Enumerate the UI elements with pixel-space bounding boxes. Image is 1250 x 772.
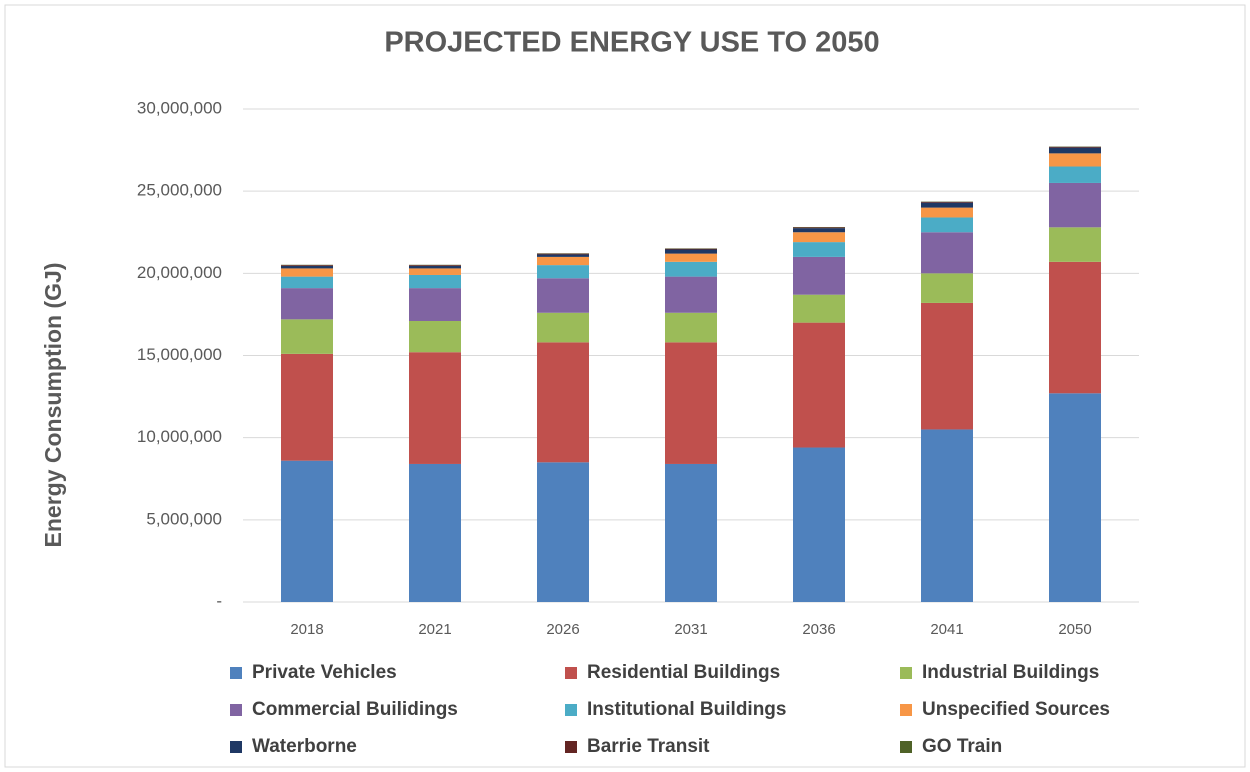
legend-label: Private Vehicles — [252, 662, 397, 683]
bar-segment — [921, 207, 973, 218]
bar-segment — [1049, 166, 1101, 183]
bar-segment — [1049, 182, 1101, 228]
bar-segment — [1049, 393, 1101, 602]
bar-segment — [921, 217, 973, 233]
bar-segment — [921, 201, 973, 203]
bar-segment — [537, 312, 589, 343]
y-axis-label: Energy Consumption (GJ) — [40, 263, 66, 548]
bar-segment — [537, 254, 589, 257]
legend-label: Unspecified Sources — [922, 699, 1110, 720]
legend-label: Barrie Transit — [587, 736, 710, 757]
bar-segment — [665, 276, 717, 313]
chart-title: PROJECTED ENERGY USE TO 2050 — [384, 27, 879, 59]
bar-segment — [921, 202, 973, 208]
bar-segment — [665, 463, 717, 602]
bar-segment — [409, 265, 461, 269]
legend-label: Industrial Buildings — [922, 662, 1099, 683]
bar-segment — [537, 462, 589, 602]
bar-segment — [281, 268, 333, 277]
bar-segment — [665, 342, 717, 464]
bar-segment — [1049, 261, 1101, 394]
bar-segment — [793, 228, 845, 233]
bar-segment — [793, 227, 845, 229]
bar-segment — [1049, 227, 1101, 262]
legend-swatch — [230, 704, 242, 716]
bar-segment — [793, 242, 845, 257]
legend-swatch — [565, 667, 577, 679]
y-tick-label: - — [216, 591, 222, 610]
legend-swatch — [900, 667, 912, 679]
chart-border — [4, 4, 1246, 768]
bar-segment — [409, 288, 461, 321]
bar-segment — [665, 248, 717, 250]
legend-label: Commercial Builidings — [252, 699, 458, 720]
bar-segment — [921, 232, 973, 274]
legend-label: GO Train — [922, 736, 1002, 757]
y-tick-label: 25,000,000 — [137, 181, 222, 200]
x-tick-label: 2036 — [802, 621, 835, 638]
bar-segment — [537, 342, 589, 463]
bar-segment — [409, 274, 461, 289]
legend-label: Institutional Buildings — [587, 699, 786, 720]
bar-segment — [281, 265, 333, 266]
bar-segment — [793, 232, 845, 243]
bar-segment — [665, 312, 717, 343]
bar-segment — [665, 249, 717, 254]
legend-swatch — [565, 741, 577, 753]
x-tick-label: 2031 — [674, 621, 707, 638]
bar-segment — [409, 352, 461, 464]
bar-segment — [409, 265, 461, 266]
bar-segment — [921, 273, 973, 303]
bar-segment — [921, 302, 973, 430]
bar-segment — [921, 429, 973, 602]
x-tick-label: 2026 — [546, 621, 579, 638]
legend-label: Waterborne — [252, 736, 357, 757]
legend-swatch — [565, 704, 577, 716]
bar-segment — [281, 353, 333, 461]
bar-segment — [537, 253, 589, 255]
bar-segment — [1049, 153, 1101, 167]
y-tick-label: 30,000,000 — [137, 98, 222, 117]
bar-segment — [665, 253, 717, 262]
y-tick-label: 10,000,000 — [137, 427, 222, 446]
legend-swatch — [900, 741, 912, 753]
legend-swatch — [900, 704, 912, 716]
bar-segment — [793, 256, 845, 295]
bar-segment — [409, 268, 461, 275]
y-tick-label: 20,000,000 — [137, 263, 222, 282]
x-tick-label: 2050 — [1058, 621, 1091, 638]
legend-swatch — [230, 667, 242, 679]
y-tick-label: 15,000,000 — [137, 345, 222, 364]
bar-segment — [281, 265, 333, 269]
legend-label: Residential Buildings — [587, 662, 780, 683]
bar-segment — [281, 276, 333, 289]
bar-segment — [793, 322, 845, 448]
bar-segment — [537, 278, 589, 313]
bar-segment — [793, 294, 845, 323]
x-tick-label: 2041 — [930, 621, 963, 638]
bar-segment — [537, 265, 589, 279]
bar-segment — [281, 319, 333, 354]
bar-segment — [1049, 146, 1101, 148]
y-tick-label: 5,000,000 — [146, 509, 222, 528]
bar-segment — [409, 320, 461, 353]
bar-segment — [537, 256, 589, 266]
bar-segment — [1049, 147, 1101, 154]
legend-swatch — [230, 741, 242, 753]
x-tick-label: 2021 — [418, 621, 451, 638]
bar-segment — [409, 463, 461, 602]
bar-segment — [793, 447, 845, 602]
bar-segment — [665, 261, 717, 277]
bar-segment — [281, 460, 333, 602]
bar-segment — [281, 288, 333, 320]
x-tick-label: 2018 — [290, 621, 323, 638]
